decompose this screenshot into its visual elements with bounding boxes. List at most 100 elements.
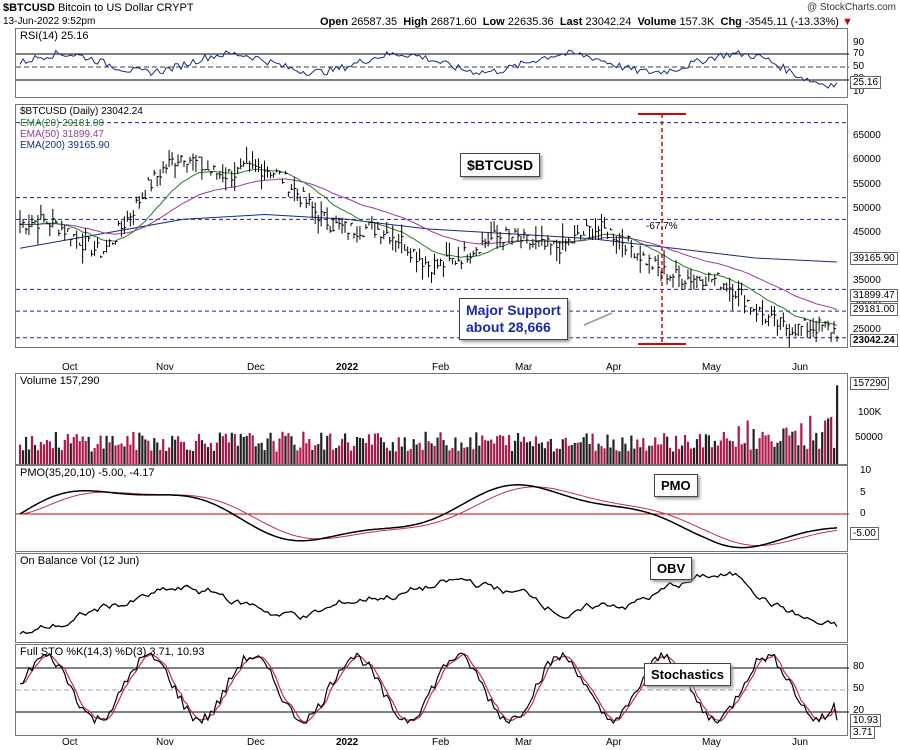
- volume-bar: [666, 436, 669, 464]
- vol-tick-100k: 100K: [858, 407, 882, 418]
- volume-bar: [344, 433, 347, 464]
- volume-bar: [549, 438, 552, 464]
- volume-bar: [779, 441, 782, 464]
- ema20-tag: 29181.00: [850, 303, 898, 316]
- month-tick-dec: Dec: [247, 362, 265, 373]
- support-pointer: [583, 312, 613, 326]
- volume-bar: [764, 435, 767, 464]
- sto-k-tag: 3.71: [850, 726, 876, 739]
- volume-bar: [600, 446, 603, 464]
- month-tick-nov: Nov: [156, 737, 174, 748]
- volume-bar: [370, 444, 374, 464]
- volume-bar: [469, 437, 472, 464]
- legend-ema50: EMA(50) 31899.47: [20, 129, 104, 140]
- volume-bar: [197, 434, 201, 464]
- volume-bar: [266, 438, 269, 464]
- volume-bar: [90, 451, 93, 464]
- volume-bar: [636, 439, 639, 464]
- rsi-tick-50: 50: [853, 61, 865, 72]
- month-tick-dec: Dec: [247, 737, 265, 748]
- month-tick-mar: Mar: [515, 737, 533, 748]
- rsi-panel: RSI(14) 25.16: [15, 28, 849, 98]
- volume-bar: [660, 444, 663, 464]
- volume-bar: [487, 440, 490, 464]
- volume-bar: [519, 441, 523, 464]
- volume-bar: [752, 429, 755, 464]
- volume-bar: [448, 450, 451, 464]
- volume-bar: [367, 434, 371, 464]
- volume-bar: [728, 440, 731, 464]
- volume-bar: [540, 442, 544, 464]
- volume-bar: [654, 437, 657, 464]
- volume-bar: [332, 449, 335, 464]
- volume-bar: [418, 442, 421, 464]
- volume-bar: [63, 439, 66, 464]
- pmo-tick-10: 10: [860, 465, 872, 476]
- volume-bar: [233, 434, 236, 464]
- volume-bar: [299, 447, 302, 464]
- volume-bar: [81, 436, 84, 464]
- volume-bar: [698, 434, 702, 464]
- volume-bar: [117, 444, 120, 464]
- volume-bar: [72, 436, 75, 464]
- volume-bar: [704, 434, 708, 464]
- volume-bar: [460, 442, 463, 464]
- volume-bar: [165, 450, 168, 464]
- volume-bar: [579, 442, 582, 464]
- volume-bar: [603, 448, 606, 464]
- volume-bar: [663, 433, 666, 464]
- header-title: $BTCUSD Bitcoin to US Dollar CRYPT: [3, 2, 194, 14]
- volume-bar: [308, 439, 311, 464]
- pmo-panel: PMO(35,20,10) -5.00, -4.17 PMO: [15, 465, 849, 552]
- volume-bar: [430, 443, 433, 464]
- price-tick: 55000: [853, 178, 881, 190]
- volume-bar: [669, 447, 672, 464]
- pmo-value-tag: -5.00: [850, 527, 879, 540]
- volume-bar: [138, 432, 141, 464]
- volume-bar: [821, 432, 824, 464]
- volume-bar: [78, 441, 81, 464]
- sto-svg: [16, 651, 849, 725]
- volume-bar: [683, 434, 687, 464]
- month-tick-2022: 2022: [336, 737, 359, 748]
- volume-bar: [361, 438, 365, 464]
- volume-bar: [573, 442, 576, 464]
- volume-bar: [725, 438, 728, 464]
- price-tick: 45000: [853, 226, 881, 238]
- volume-bar: [618, 451, 621, 464]
- volume-bar: [806, 449, 809, 464]
- volume-bar: [740, 444, 743, 464]
- volume-bar: [537, 443, 541, 464]
- market: CRYPT: [156, 2, 194, 14]
- rsi-tick-10: 10: [853, 86, 865, 97]
- volume-bar: [713, 440, 716, 464]
- volume-bar: [123, 446, 126, 464]
- volume-bar: [827, 418, 830, 464]
- volume-bar: [323, 449, 326, 464]
- volume-bar: [522, 436, 526, 464]
- watermark: @ StockCharts.com: [806, 2, 896, 13]
- volume-bar: [191, 450, 195, 464]
- price-tick: 50000: [853, 202, 881, 214]
- volume-bar: [421, 449, 424, 464]
- drawdown-label: -67.7%: [646, 221, 678, 232]
- volume-bar: [484, 440, 487, 464]
- volume-bar: [349, 450, 353, 464]
- volume-bar: [478, 445, 481, 464]
- volume-bar: [355, 437, 359, 464]
- volume-bar: [412, 439, 415, 464]
- volume-bar: [230, 432, 233, 464]
- pmo-box: PMO: [654, 474, 698, 497]
- volume-bar: [284, 435, 287, 464]
- volume-bar: [734, 446, 737, 464]
- month-tick-oct: Oct: [62, 737, 78, 748]
- volume-bar: [481, 435, 484, 464]
- volume-bar: [162, 439, 165, 464]
- pmo-tick-0: 0: [860, 508, 866, 519]
- volume-bar: [203, 443, 207, 464]
- volume-bar: [120, 443, 123, 464]
- volume-bar: [701, 447, 705, 464]
- volume-bar: [525, 442, 529, 464]
- volume-bar: [746, 420, 749, 464]
- volume-bar: [508, 435, 511, 464]
